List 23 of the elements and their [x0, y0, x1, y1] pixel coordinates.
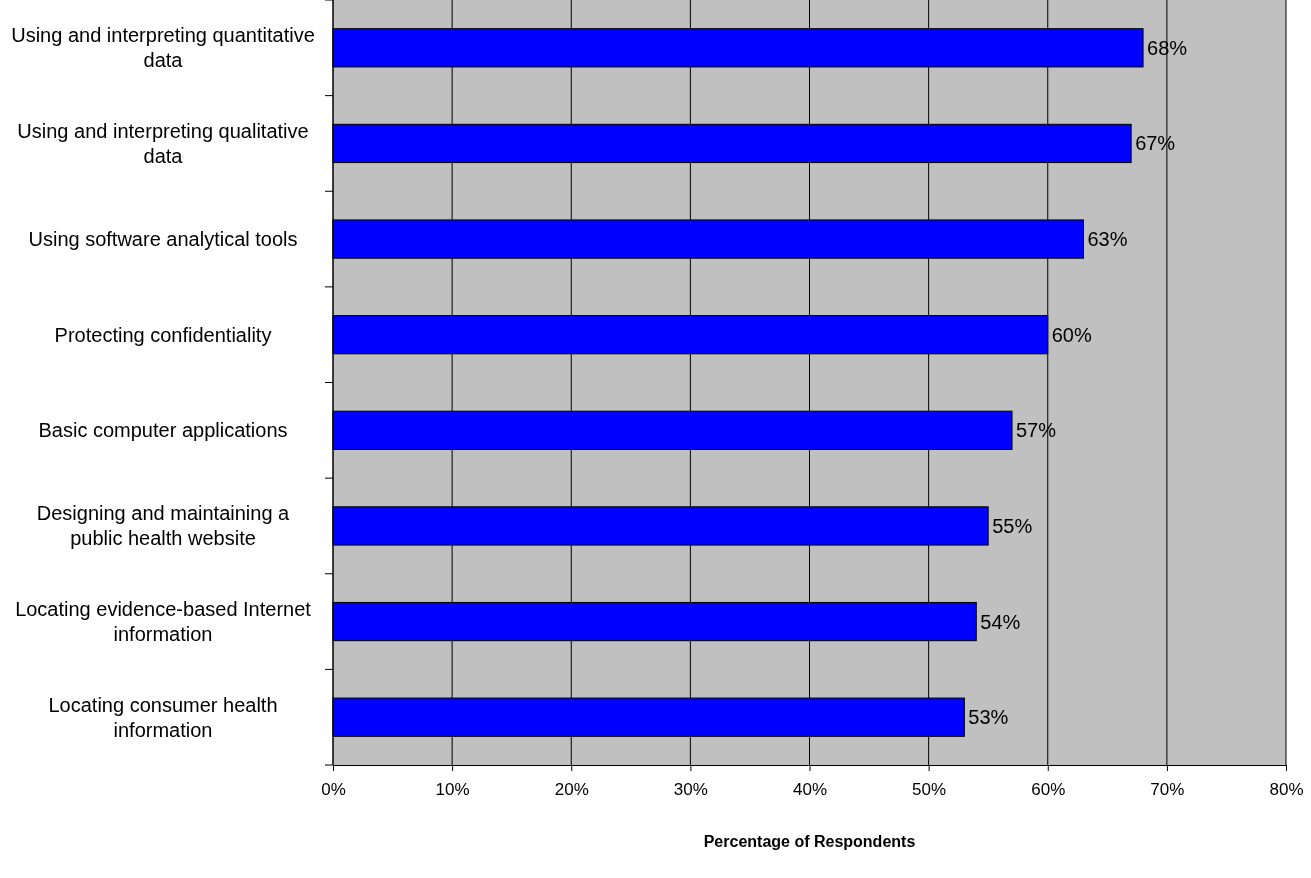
data-label: 54%	[980, 610, 1021, 633]
data-label: 55%	[992, 514, 1033, 537]
x-axis-title: Percentage of Respondents	[703, 833, 916, 850]
x-tick-label: 60%	[1031, 780, 1066, 800]
data-label: 63%	[1087, 228, 1128, 251]
y-tick-label: Using software analytical tools	[28, 228, 298, 251]
x-tick-label: 10%	[435, 780, 470, 800]
x-tick-label: 70%	[1150, 780, 1185, 800]
y-tick-label: Locating evidence-based Internet information	[15, 598, 312, 646]
data-label: 60%	[1051, 323, 1092, 346]
y-tick-label: Locating consumer health information	[48, 693, 278, 741]
x-tick-label: 50%	[912, 780, 947, 800]
x-tick-label: 40%	[792, 780, 828, 800]
y-tick-label: Designing and maintaining a public health website	[36, 502, 291, 550]
y-tick-label: Using and interpreting quantitative data	[11, 24, 315, 72]
y-tick-label: Using and interpreting qualitative data	[17, 119, 309, 167]
y-tick-label: Basic computer applications	[38, 419, 288, 442]
x-tick-label: 0%	[321, 780, 346, 800]
x-tick-label: 30%	[673, 780, 708, 800]
x-tick-label: 80%	[1269, 780, 1304, 800]
y-tick-label: Protecting confidentiality	[54, 323, 272, 346]
x-tick-label: 20%	[554, 780, 589, 800]
data-label: 53%	[968, 706, 1009, 729]
